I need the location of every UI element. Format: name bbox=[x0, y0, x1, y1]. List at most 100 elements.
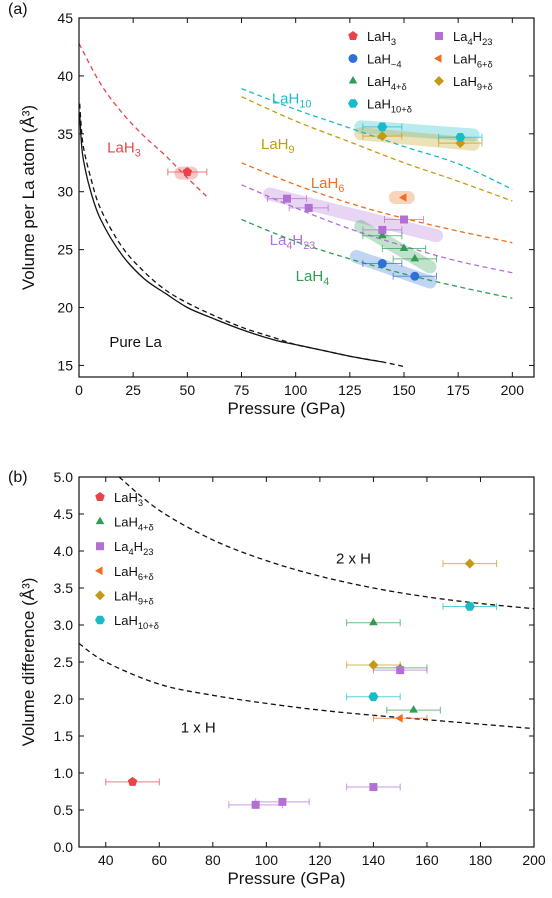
y-axis-label: Volume per La atom (Å³) bbox=[19, 105, 38, 290]
data-point bbox=[410, 253, 420, 262]
legend-marker bbox=[95, 590, 105, 601]
label-subscript: 3 bbox=[391, 37, 396, 47]
data-point bbox=[378, 230, 387, 239]
legend-label: La4H23 bbox=[114, 539, 153, 557]
label-base: H bbox=[292, 232, 303, 249]
highlight-band bbox=[263, 187, 443, 243]
data-point bbox=[464, 558, 475, 569]
y-tick-label: 5.0 bbox=[54, 469, 74, 485]
data-point bbox=[368, 660, 379, 670]
legend-label: LaH~4 bbox=[367, 52, 402, 70]
fit-curve bbox=[79, 642, 534, 730]
x-tick-label: 50 bbox=[180, 382, 196, 398]
legend-marker bbox=[96, 542, 104, 551]
label-base: LaH bbox=[114, 564, 138, 579]
label-base: LaH bbox=[114, 490, 138, 505]
legend-marker bbox=[434, 76, 444, 86]
data-point bbox=[377, 122, 388, 132]
data-point bbox=[409, 705, 418, 713]
y-tick-label: 45 bbox=[57, 10, 73, 26]
label-base: LaH bbox=[272, 91, 300, 108]
legend-marker bbox=[95, 516, 105, 525]
data-point bbox=[127, 776, 138, 786]
x-tick-label: 175 bbox=[446, 382, 470, 398]
x-tick-label: 75 bbox=[234, 382, 250, 398]
label-base: La bbox=[453, 29, 468, 44]
y-tick-label: 1.5 bbox=[54, 728, 74, 744]
fit-curve bbox=[241, 184, 513, 274]
label-base: La bbox=[114, 539, 129, 554]
y-tick-label: 35 bbox=[57, 126, 73, 142]
label-base: Pure La bbox=[109, 334, 162, 351]
y-tick-label: 4.0 bbox=[54, 543, 74, 559]
label-base: LaH bbox=[367, 29, 391, 44]
x-tick-label: 140 bbox=[362, 852, 386, 868]
y-tick-label: 3.0 bbox=[54, 617, 74, 633]
legend-marker bbox=[435, 32, 443, 40]
label-subscript: ~4 bbox=[391, 60, 402, 70]
label-subscript: 10+δ bbox=[391, 105, 412, 115]
legend-marker bbox=[95, 566, 103, 576]
fit-curve bbox=[241, 87, 513, 190]
legend-marker bbox=[95, 492, 105, 501]
label-subscript: 10+δ bbox=[138, 621, 159, 631]
label-base: LaH bbox=[114, 588, 138, 603]
data-point bbox=[278, 797, 287, 806]
data-point bbox=[283, 194, 291, 203]
data-point bbox=[410, 271, 420, 281]
x-tick-label: 0 bbox=[75, 382, 83, 398]
data-point bbox=[182, 167, 193, 177]
y-tick-label: 3.5 bbox=[54, 580, 74, 596]
legend-marker bbox=[348, 76, 358, 84]
label-base: LaH bbox=[114, 515, 138, 530]
data-point bbox=[395, 713, 403, 723]
y-tick-label: 15 bbox=[57, 357, 73, 373]
label-subscript: 23 bbox=[143, 547, 153, 557]
label-base: H bbox=[473, 29, 482, 44]
y-tick-label: 20 bbox=[57, 300, 73, 316]
curve-label: LaH3 bbox=[107, 139, 141, 159]
y-tick-label: 25 bbox=[57, 242, 73, 258]
label-subscript: 3 bbox=[135, 147, 141, 159]
fit-curve bbox=[118, 477, 534, 610]
label-subscript: 4+δ bbox=[138, 523, 154, 533]
legend-label: LaH9+δ bbox=[114, 588, 154, 606]
label-subscript: 9 bbox=[289, 144, 295, 156]
x-tick-label: 120 bbox=[308, 852, 332, 868]
legend-marker bbox=[434, 54, 442, 63]
legend-label: LaH10+δ bbox=[367, 97, 412, 115]
label-base: LaH bbox=[114, 613, 138, 628]
fit-curve bbox=[79, 43, 210, 200]
label-subscript: 4 bbox=[128, 547, 133, 557]
label-base: LaH bbox=[367, 52, 391, 67]
label-base: LaH bbox=[261, 136, 289, 153]
legend-label: LaH4+δ bbox=[367, 74, 407, 92]
legend-marker bbox=[348, 54, 358, 63]
label-subscript: 23 bbox=[482, 37, 492, 47]
fit-curve bbox=[241, 162, 513, 244]
label-subscript: 9+δ bbox=[477, 82, 493, 92]
label-subscript: 3 bbox=[138, 498, 143, 508]
label-base: 1 x H bbox=[181, 719, 216, 736]
legend-marker bbox=[95, 615, 105, 625]
legend-marker bbox=[348, 31, 358, 40]
x-tick-label: 80 bbox=[205, 852, 221, 868]
label-base: LaH bbox=[453, 74, 477, 89]
data-point bbox=[455, 133, 466, 142]
y-tick-label: 0.5 bbox=[54, 802, 74, 818]
legend-label: LaH9+δ bbox=[453, 74, 493, 92]
data-point bbox=[369, 783, 378, 792]
label-subscript: 4 bbox=[323, 276, 329, 288]
panel-label: (a) bbox=[8, 1, 28, 18]
label-subscript: 6+δ bbox=[138, 572, 154, 582]
x-tick-label: 180 bbox=[469, 852, 493, 868]
legend-marker bbox=[348, 99, 358, 108]
x-tick-label: 200 bbox=[522, 852, 546, 868]
y-tick-label: 0.0 bbox=[54, 839, 74, 855]
chart-panel-b: 2 x H 1 x H 40 60 80 100 120 140 160 180 200 0.0 0.5… bbox=[8, 469, 546, 888]
data-point bbox=[399, 193, 407, 202]
label-base: 2 x H bbox=[336, 551, 371, 568]
curve-label: LaH6 bbox=[311, 175, 345, 195]
y-tick-label: 4.5 bbox=[54, 506, 74, 522]
